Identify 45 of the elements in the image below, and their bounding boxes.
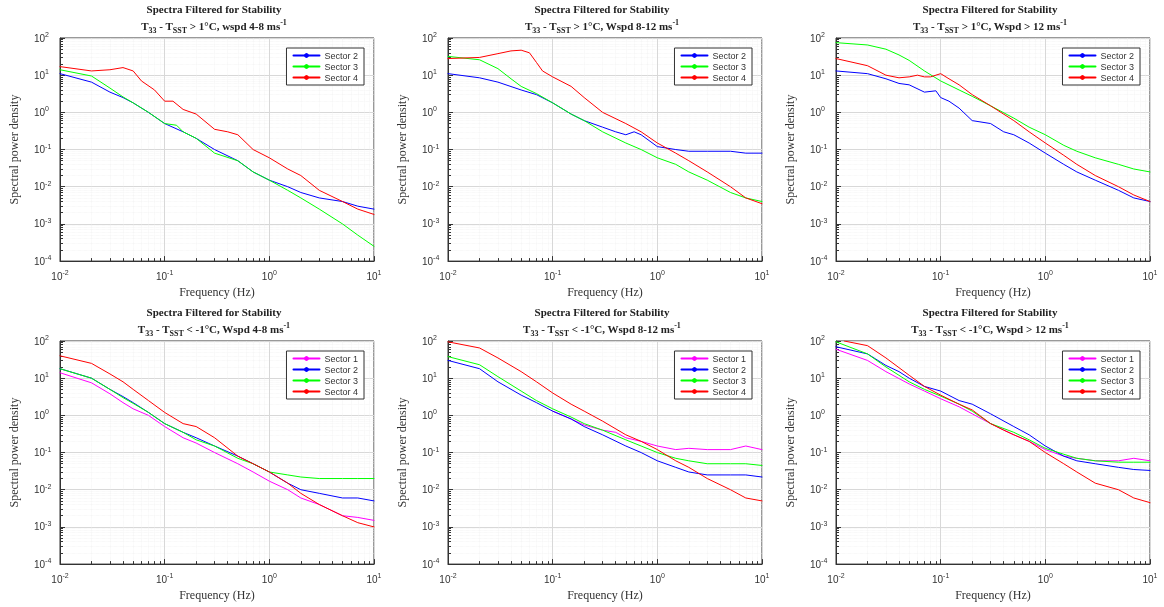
chart-subtitle: T$_{33}$ - T$_{SST}$ > 1°C, wspd 4-8 ms$^{-1}$ xyxy=(141,18,287,35)
x-axis-title: Frequency (Hz) xyxy=(567,285,643,299)
legend-label: Sector 3 xyxy=(1100,375,1135,386)
chart-title: Spectra Filtered for Stability xyxy=(145,2,283,16)
y-axis-title: Spectral power density xyxy=(7,94,21,205)
legend-label: Sector 3 xyxy=(712,61,747,72)
x-axis-title: Frequency (Hz) xyxy=(179,588,255,602)
legend-label: Sector 4 xyxy=(712,386,747,397)
chart-subtitle: T$_{33}$ - T$_{SST}$ < -1°C, Wspd > 12 ms$^{-1}$ xyxy=(911,321,1069,338)
legend-label: Sector 2 xyxy=(712,364,747,375)
y-axis-title: Spectral power density xyxy=(783,397,797,508)
legend-label: Sector 3 xyxy=(1100,61,1135,72)
chart-subtitle: T$_{33}$ - T$_{SST}$ > 1°C, Wspd > 12 ms$^{-1}$ xyxy=(913,18,1067,35)
chart-title: Spectra Filtered for Stability xyxy=(145,305,283,319)
y-axis-title: Spectral power density xyxy=(7,397,21,508)
legend-label: Sector 1 xyxy=(712,353,747,364)
chart-title: Spectra Filtered for Stability xyxy=(533,305,671,319)
chart-subtitle: T$_{33}$ - T$_{SST}$ < -1°C, Wspd 8-12 ms$^{-1}$ xyxy=(523,321,681,338)
legend-label: Sector 3 xyxy=(712,375,747,386)
legend-label: Sector 2 xyxy=(324,364,359,375)
legend-label: Sector 1 xyxy=(324,353,359,364)
legend-label: Sector 4 xyxy=(324,386,359,397)
legend-label: Sector 4 xyxy=(324,72,359,83)
x-axis-title: Frequency (Hz) xyxy=(955,588,1031,602)
legend-label: Sector 3 xyxy=(324,375,359,386)
chart-subtitle: T$_{33}$ - T$_{SST}$ < -1°C, Wspd 4-8 ms$^{-1}$ xyxy=(137,321,291,338)
x-axis-title: Frequency (Hz) xyxy=(179,285,255,299)
x-axis-title: Frequency (Hz) xyxy=(955,285,1031,299)
legend-label: Sector 2 xyxy=(712,50,747,61)
chart-title: Spectra Filtered for Stability xyxy=(533,2,671,16)
legend-label: Sector 2 xyxy=(1100,50,1135,61)
chart-title: Spectra Filtered for Stability xyxy=(921,2,1059,16)
legend-label: Sector 4 xyxy=(1100,386,1135,397)
legend-label: Sector 3 xyxy=(324,61,359,72)
y-axis-title: Spectral power density xyxy=(395,94,409,205)
legend-label: Sector 2 xyxy=(1100,364,1135,375)
y-axis-title: Spectral power density xyxy=(783,94,797,205)
chart-subtitle: T$_{33}$ - T$_{SST}$ > 1°C, Wspd 8-12 ms$^{-1}$ xyxy=(524,18,680,35)
y-axis-title: Spectral power density xyxy=(395,397,409,508)
legend-label: Sector 4 xyxy=(712,72,747,83)
chart-title: Spectra Filtered for Stability xyxy=(921,305,1059,319)
legend-label: Sector 2 xyxy=(324,50,359,61)
legend-label: Sector 4 xyxy=(1100,72,1135,83)
legend-label: Sector 1 xyxy=(1100,353,1135,364)
x-axis-title: Frequency (Hz) xyxy=(567,588,643,602)
